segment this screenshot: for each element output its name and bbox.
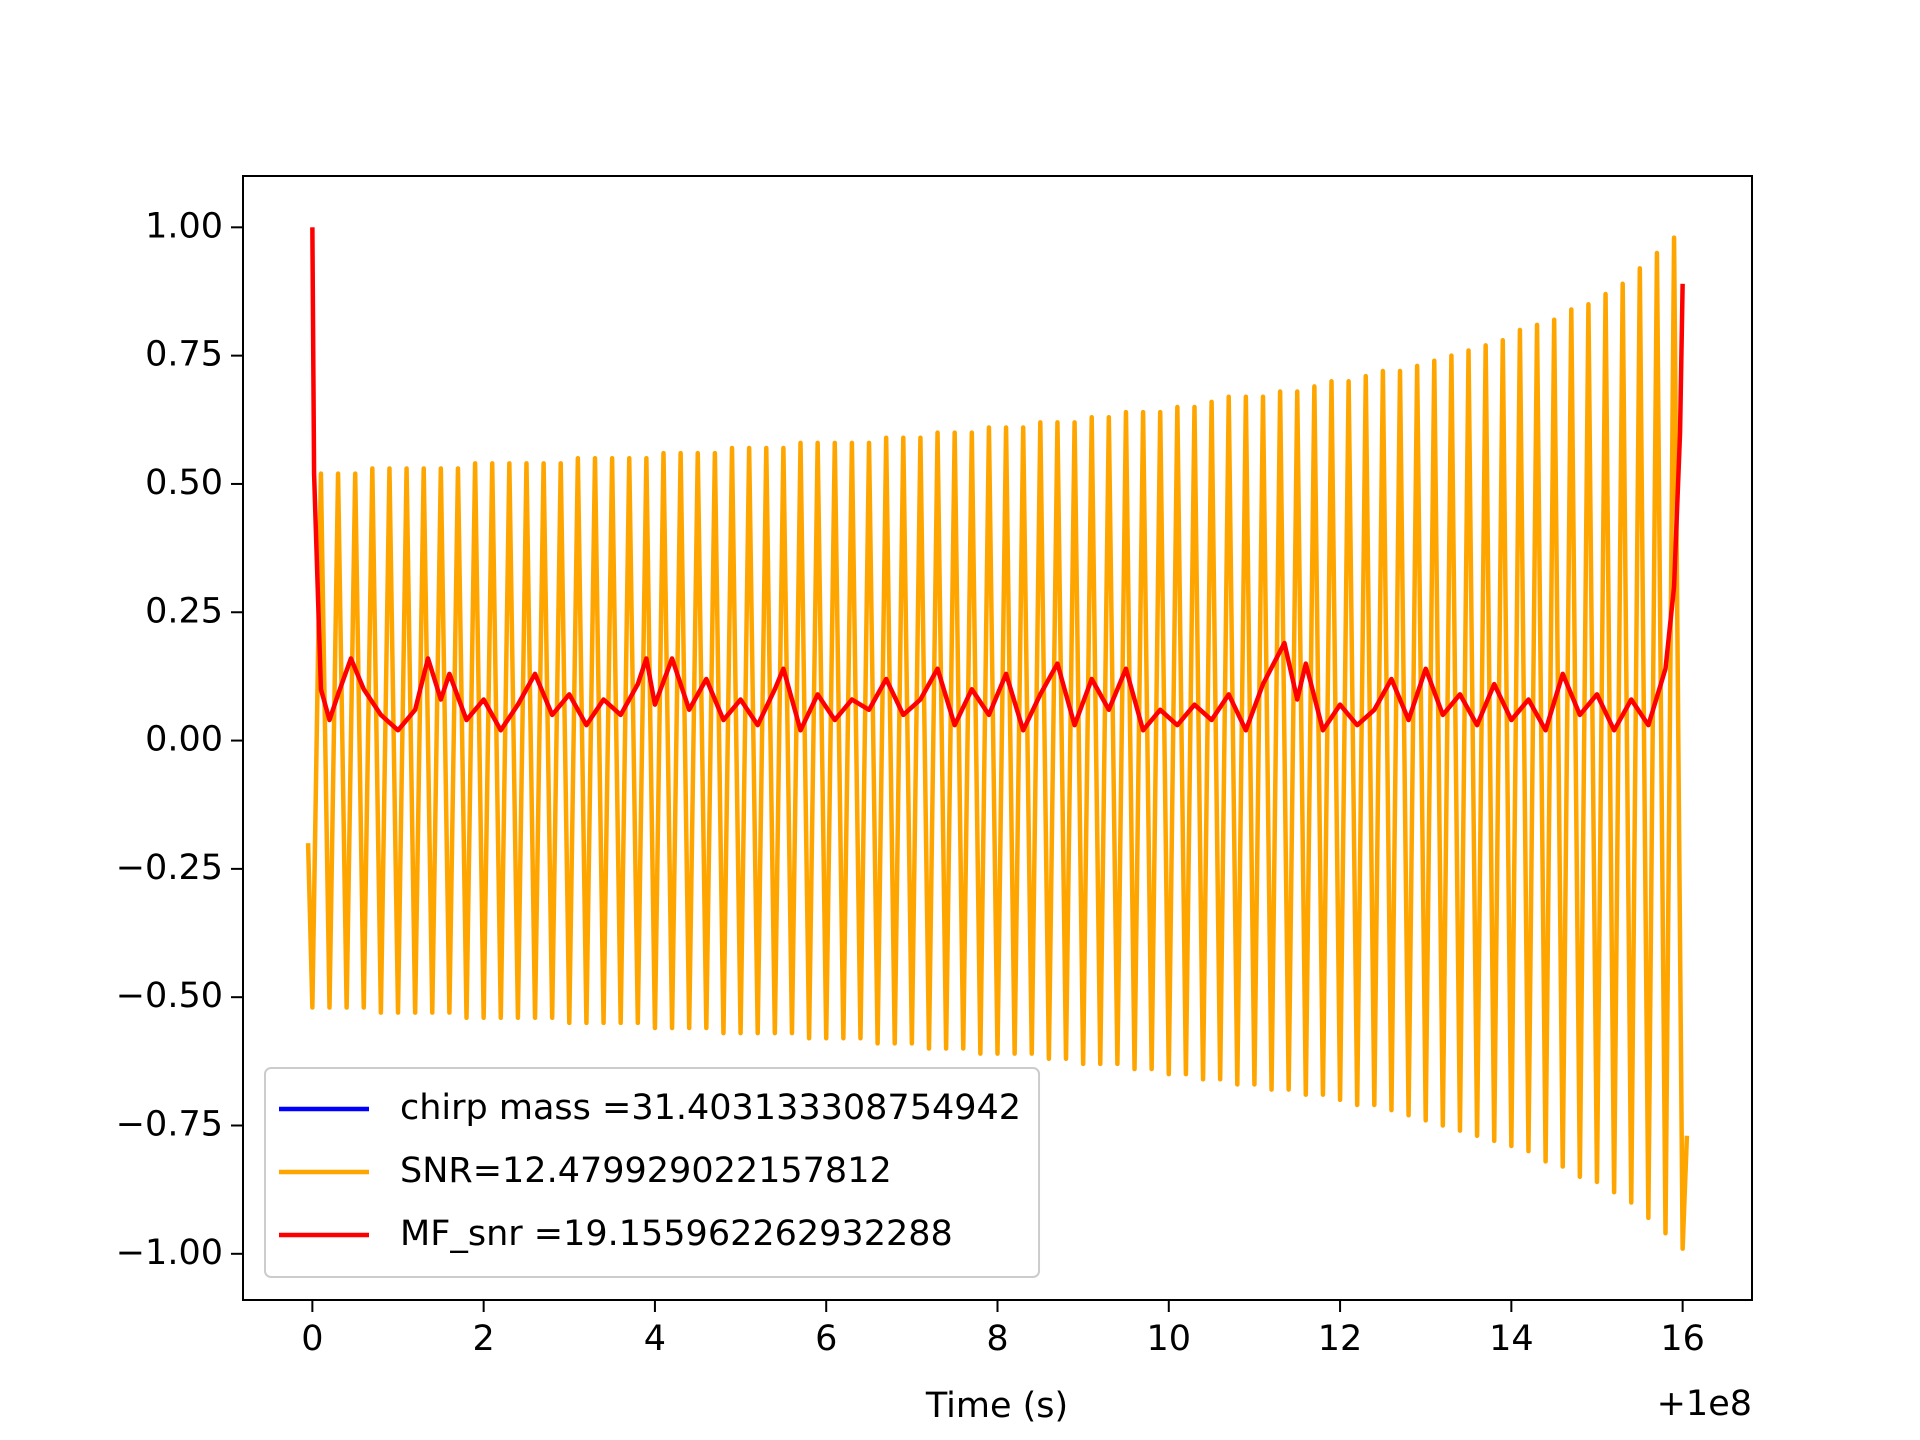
legend: chirp mass =31.403133308754942 SNR=12.479… <box>264 1067 1041 1278</box>
y-tick-label: −0.25 <box>116 848 223 888</box>
x-tick-label: 0 <box>301 1319 323 1359</box>
y-tick-label: 0.25 <box>145 591 223 631</box>
x-tick-label: 6 <box>815 1319 837 1359</box>
x-tick-label: 12 <box>1318 1319 1363 1359</box>
legend-box <box>264 1067 1041 1278</box>
x-axis-label: Time (s) <box>925 1386 1068 1426</box>
legend-label: chirp mass =31.403133308754942 <box>400 1088 1021 1128</box>
x-tick-label: 14 <box>1489 1319 1534 1359</box>
x-tick-label: 8 <box>986 1319 1008 1359</box>
y-tick-label: 0.00 <box>145 720 223 760</box>
x-tick-label: 16 <box>1660 1319 1705 1359</box>
x-tick-label: 10 <box>1147 1319 1192 1359</box>
axes-frame <box>242 175 1753 1301</box>
y-tick-label: −1.00 <box>116 1233 223 1273</box>
y-tick-label: 0.50 <box>145 463 223 503</box>
legend-label: SNR=12.479929022157812 <box>400 1151 892 1191</box>
x-offset-label: +1e8 <box>1657 1384 1752 1424</box>
plot-area <box>305 227 1690 1251</box>
x-tick-label: 2 <box>473 1319 495 1359</box>
y-tick-label: −0.50 <box>116 976 223 1016</box>
y-tick-label: 1.00 <box>145 206 223 246</box>
y-tick-label: −0.75 <box>116 1104 223 1144</box>
series-line <box>305 235 1690 1251</box>
legend-label: MF_snr =19.155962262932288 <box>400 1214 953 1254</box>
series-line <box>310 227 1685 733</box>
x-tick-label: 4 <box>644 1319 666 1359</box>
y-tick-label: 0.75 <box>145 335 223 375</box>
